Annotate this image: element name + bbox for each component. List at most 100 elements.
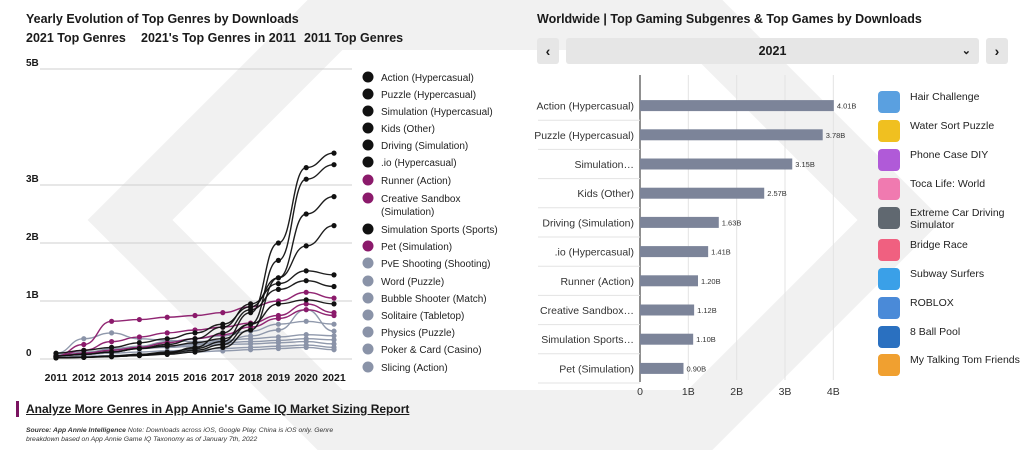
x-tick-label: 4B xyxy=(827,386,840,398)
series-point xyxy=(303,176,309,182)
category-label: Creative Sandbox… xyxy=(540,305,634,317)
data-label: 3.15B xyxy=(795,160,815,169)
x-tick-label: 2018 xyxy=(239,372,263,384)
prev-year-button[interactable]: ‹ xyxy=(537,38,559,64)
series-point xyxy=(220,310,226,316)
series-point xyxy=(275,257,281,263)
category-label: Puzzle (Hypercasual) xyxy=(534,130,634,142)
x-tick-label: 2019 xyxy=(267,372,291,384)
game-item[interactable]: Toca Life: World xyxy=(878,178,1018,202)
series-point xyxy=(53,353,59,359)
bar xyxy=(640,362,684,374)
toca-life-world-icon xyxy=(878,178,900,200)
game-name: Extreme Car Driving Simulator xyxy=(910,207,1005,231)
series-point xyxy=(248,301,254,307)
series-point xyxy=(109,354,115,360)
x-tick-label: 2017 xyxy=(211,372,235,384)
series-point xyxy=(331,347,337,353)
y-tick-label: 2B xyxy=(26,232,39,243)
legend-marker xyxy=(362,71,374,83)
legend-label: Creative Sandbox xyxy=(381,194,461,205)
series-point xyxy=(81,336,87,342)
game-item[interactable]: Extreme Car Driving Simulator xyxy=(878,207,1018,231)
legend-marker xyxy=(362,257,374,269)
series-point xyxy=(303,243,309,249)
bar xyxy=(640,187,765,199)
link-accent-bar xyxy=(16,401,19,417)
series-point xyxy=(136,316,142,323)
series-point xyxy=(136,334,142,340)
game-item[interactable]: 8 Ball Pool xyxy=(878,326,1018,350)
game-item[interactable]: Phone Case DIY xyxy=(878,149,1018,173)
game-item[interactable]: My Talking Tom Friends xyxy=(878,354,1020,378)
legend-label: Action (Hypercasual) xyxy=(381,73,474,84)
series-point xyxy=(192,312,198,319)
series-point xyxy=(248,321,254,327)
series-point xyxy=(331,321,337,327)
game-item[interactable]: Water Sort Puzzle xyxy=(878,120,1018,144)
tab-2021-top-genres-in-2011[interactable]: 2021's Top Genres in 2011 xyxy=(141,31,296,45)
series-point xyxy=(275,301,281,307)
game-item[interactable]: ROBLOX xyxy=(878,297,1018,321)
legend-label: Simulation Sports (Sports) xyxy=(381,225,498,236)
series-point xyxy=(275,345,281,352)
legend-label: Slicing (Action) xyxy=(381,363,448,374)
legend-label: Simulation (Hypercasual) xyxy=(381,107,493,118)
series-point xyxy=(220,330,226,336)
series-point xyxy=(275,275,281,281)
series-point xyxy=(164,336,170,342)
game-item[interactable]: Bridge Race xyxy=(878,239,1018,263)
data-label: 1.12B xyxy=(697,306,717,315)
source-label: Source: App Annie Intelligence xyxy=(26,427,126,434)
y-tick-label: 5B xyxy=(26,58,39,69)
series-point xyxy=(248,347,254,353)
bar xyxy=(640,158,793,170)
series-point xyxy=(303,297,309,303)
legend-marker xyxy=(362,174,374,186)
series-point xyxy=(220,344,226,350)
next-year-button[interactable]: › xyxy=(986,38,1008,64)
series-point xyxy=(331,337,337,343)
series-point xyxy=(192,336,198,342)
game-name: ROBLOX xyxy=(910,297,954,309)
series-point xyxy=(81,351,87,357)
roblox-icon xyxy=(878,297,900,319)
game-name: My Talking Tom Friends xyxy=(910,354,1020,366)
series-point xyxy=(331,194,337,200)
x-tick-label: 2012 xyxy=(72,372,96,384)
legend-marker xyxy=(362,309,374,321)
series-point xyxy=(81,347,87,353)
game-item[interactable]: Subway Surfers xyxy=(878,268,1018,292)
series-point xyxy=(136,340,142,346)
game-iq-report-link[interactable]: Analyze More Genres in App Annie's Game … xyxy=(26,402,410,416)
note-text: Note: Downloads across iOS, Google Play.… xyxy=(26,427,334,443)
series-point xyxy=(220,324,226,330)
series-point xyxy=(331,295,337,301)
series-point xyxy=(192,340,198,346)
bar xyxy=(640,246,709,258)
year-select[interactable]: 2021 ⌄ xyxy=(566,38,979,64)
legend-label: Driving (Simulation) xyxy=(381,141,468,152)
series-point xyxy=(164,314,170,320)
series-point xyxy=(109,330,115,336)
tab-2021-top-genres[interactable]: 2021 Top Genres xyxy=(26,31,126,45)
game-item[interactable]: Hair Challenge xyxy=(878,91,1018,115)
bar xyxy=(640,129,823,141)
bridge-race-icon xyxy=(878,239,900,261)
bar xyxy=(640,275,698,287)
series-point xyxy=(331,162,337,168)
series-point xyxy=(303,344,309,350)
legend-label: Solitaire (Tabletop) xyxy=(381,311,464,322)
tab-2011-top-genres[interactable]: 2011 Top Genres xyxy=(304,31,404,45)
category-label: Pet (Simulation) xyxy=(559,363,634,375)
water-sort-puzzle-icon xyxy=(878,120,900,142)
data-label: 2.57B xyxy=(767,189,787,198)
series-point xyxy=(303,268,309,274)
bar xyxy=(640,100,834,112)
data-label: 0.90B xyxy=(687,364,707,373)
x-tick-label: 0 xyxy=(637,386,643,398)
series-point xyxy=(331,223,337,229)
legend-label: (Simulation) xyxy=(381,207,434,218)
legend-label: Puzzle (Hypercasual) xyxy=(381,90,476,101)
